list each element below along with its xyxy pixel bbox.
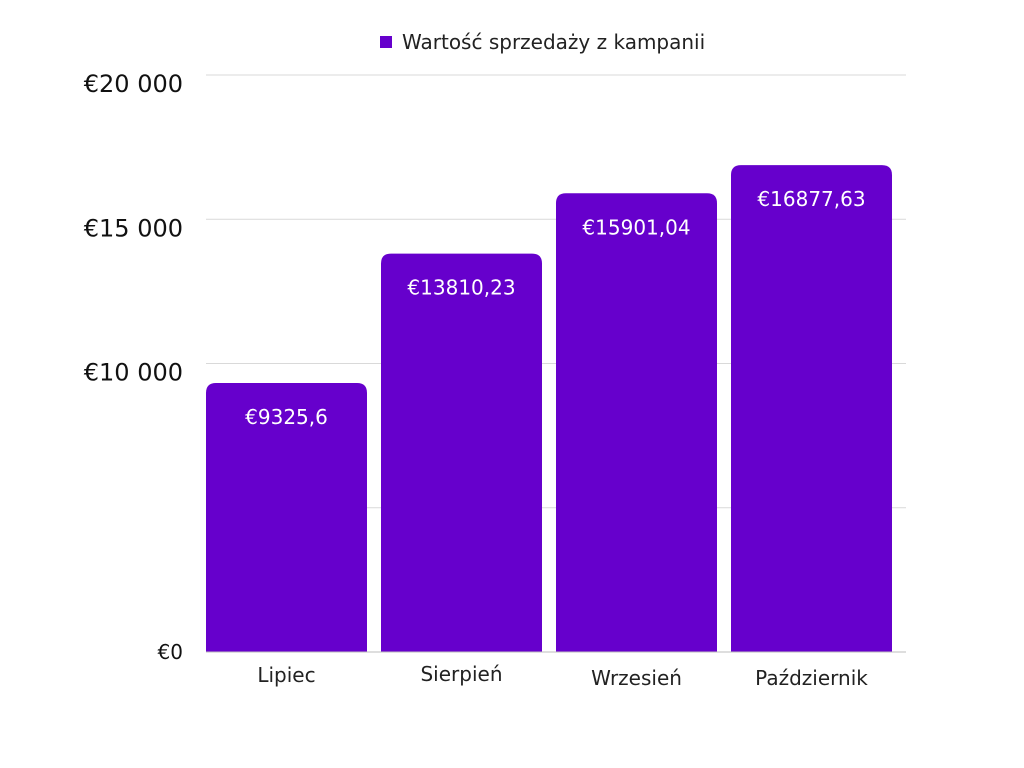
data-labels: €9325,6 €13810,23 €15901,04 €16877,63 — [245, 187, 865, 429]
x-category-label: Październik — [755, 666, 868, 690]
x-category-label: Lipiec — [257, 663, 315, 687]
y-tick-label: €0 — [158, 640, 183, 664]
legend: Wartość sprzedaży z kampanii — [380, 29, 705, 55]
x-category-label: Sierpień — [420, 662, 502, 686]
legend-label: Wartość sprzedaży z kampanii — [402, 30, 706, 54]
bar-data-label: €13810,23 — [407, 276, 515, 300]
category-labels: Lipiec Sierpień Wrzesień Październik — [257, 662, 868, 690]
y-axis-ticks: €20 000 €15 000 €10 000 €0 — [84, 70, 183, 664]
y-tick-label: €10 000 — [84, 359, 183, 387]
bar — [731, 165, 892, 652]
bars — [206, 165, 892, 652]
legend-swatch — [380, 36, 392, 48]
bar — [381, 253, 542, 652]
bar-data-label: €16877,63 — [757, 187, 865, 211]
y-tick-label: €20 000 — [84, 70, 183, 98]
bar — [206, 382, 367, 652]
bar-data-label: €15901,04 — [582, 215, 690, 239]
bar-data-label: €9325,6 — [245, 405, 328, 429]
y-tick-label: €15 000 — [84, 214, 183, 242]
bar — [556, 193, 717, 652]
x-category-label: Wrzesień — [591, 666, 682, 690]
